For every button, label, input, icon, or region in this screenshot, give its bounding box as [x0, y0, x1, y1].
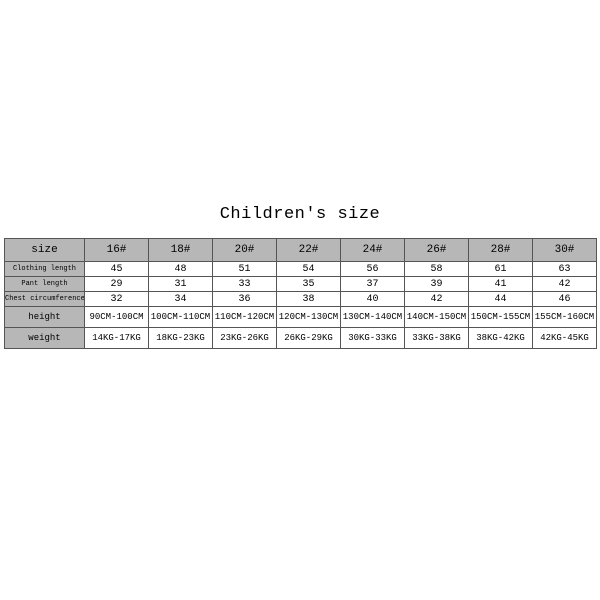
- cell: 120CM-130CM: [277, 307, 341, 328]
- cell: 18KG-23KG: [149, 328, 213, 349]
- row-label: height: [5, 307, 85, 328]
- cell: 90CM-100CM: [85, 307, 149, 328]
- cell: 34: [149, 292, 213, 307]
- table-row: weight 14KG-17KG 18KG-23KG 23KG-26KG 26K…: [5, 328, 597, 349]
- table-row: Chest circumference 1/2 32 34 36 38 40 4…: [5, 292, 597, 307]
- cell: 37: [341, 277, 405, 292]
- page: { "title": "Children's size", "table": {…: [0, 0, 600, 600]
- cell: 58: [405, 262, 469, 277]
- cell: 38: [277, 292, 341, 307]
- table-row: height 90CM-100CM 100CM-110CM 110CM-120C…: [5, 307, 597, 328]
- table-row: Pant length 29 31 33 35 37 39 41 42: [5, 277, 597, 292]
- cell: 31: [149, 277, 213, 292]
- cell: 51: [213, 262, 277, 277]
- cell: 46: [533, 292, 597, 307]
- page-title: Children's size: [0, 205, 600, 224]
- cell: 39: [405, 277, 469, 292]
- cell: 29: [85, 277, 149, 292]
- header-cell: size: [5, 239, 85, 262]
- cell: 61: [469, 262, 533, 277]
- table-header-row: size 16# 18# 20# 22# 24# 26# 28# 30#: [5, 239, 597, 262]
- cell: 33: [213, 277, 277, 292]
- cell: 26KG-29KG: [277, 328, 341, 349]
- table-row: Clothing length 45 48 51 54 56 58 61 63: [5, 262, 597, 277]
- cell: 56: [341, 262, 405, 277]
- row-label: Pant length: [5, 277, 85, 292]
- header-cell: 20#: [213, 239, 277, 262]
- cell: 44: [469, 292, 533, 307]
- cell: 40: [341, 292, 405, 307]
- header-cell: 30#: [533, 239, 597, 262]
- row-label: weight: [5, 328, 85, 349]
- cell: 63: [533, 262, 597, 277]
- cell: 48: [149, 262, 213, 277]
- cell: 32: [85, 292, 149, 307]
- header-cell: 28#: [469, 239, 533, 262]
- cell: 42: [533, 277, 597, 292]
- cell: 23KG-26KG: [213, 328, 277, 349]
- header-cell: 22#: [277, 239, 341, 262]
- cell: 130CM-140CM: [341, 307, 405, 328]
- header-cell: 18#: [149, 239, 213, 262]
- cell: 38KG-42KG: [469, 328, 533, 349]
- header-cell: 24#: [341, 239, 405, 262]
- cell: 42KG-45KG: [533, 328, 597, 349]
- cell: 33KG-38KG: [405, 328, 469, 349]
- row-label: Chest circumference 1/2: [5, 292, 85, 307]
- cell: 14KG-17KG: [85, 328, 149, 349]
- header-cell: 26#: [405, 239, 469, 262]
- cell: 36: [213, 292, 277, 307]
- cell: 100CM-110CM: [149, 307, 213, 328]
- header-cell: 16#: [85, 239, 149, 262]
- cell: 155CM-160CM: [533, 307, 597, 328]
- row-label: Clothing length: [5, 262, 85, 277]
- cell: 45: [85, 262, 149, 277]
- cell: 30KG-33KG: [341, 328, 405, 349]
- size-table: size 16# 18# 20# 22# 24# 26# 28# 30# Clo…: [4, 238, 597, 349]
- cell: 41: [469, 277, 533, 292]
- cell: 35: [277, 277, 341, 292]
- cell: 42: [405, 292, 469, 307]
- cell: 150CM-155CM: [469, 307, 533, 328]
- cell: 110CM-120CM: [213, 307, 277, 328]
- cell: 140CM-150CM: [405, 307, 469, 328]
- cell: 54: [277, 262, 341, 277]
